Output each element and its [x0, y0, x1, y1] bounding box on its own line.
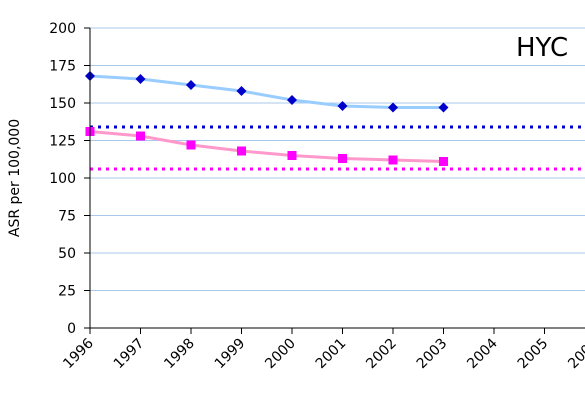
- y-tick-label: 200: [49, 21, 76, 37]
- data-point-square: [136, 131, 145, 141]
- data-point-square: [439, 157, 448, 166]
- series-line: [89, 130, 444, 163]
- data-point-diamond: [337, 101, 348, 111]
- data-point-diamond: [236, 86, 247, 96]
- data-point-diamond: [438, 102, 449, 113]
- y-tick-label: 25: [58, 284, 76, 300]
- y-axis-title: ASR per 100,000: [7, 119, 23, 237]
- data-point-square: [338, 154, 347, 163]
- y-tick-label: 125: [49, 134, 76, 150]
- x-tick-label: 2003: [414, 336, 451, 373]
- series-layer: [85, 71, 449, 166]
- data-point-square: [237, 146, 246, 156]
- data-point-square: [186, 140, 196, 150]
- data-point-square: [388, 155, 398, 165]
- data-point-square: [287, 151, 297, 160]
- reference-lines-layer: [90, 125, 585, 171]
- x-tick-label: 2005: [515, 336, 552, 373]
- x-tick-label: 2006: [565, 335, 585, 372]
- x-tick-label: 2001: [313, 336, 350, 373]
- y-tick-label: 100: [49, 171, 76, 187]
- series-line: [89, 74, 444, 109]
- x-tick-label: 1997: [111, 336, 148, 373]
- data-point-diamond: [287, 95, 297, 105]
- data-point-diamond: [186, 80, 196, 90]
- x-tick-label: 2000: [262, 336, 299, 373]
- x-tick-label: 2004: [464, 335, 501, 372]
- y-tick-label: 50: [58, 246, 76, 262]
- y-tick-label: 175: [49, 59, 76, 75]
- data-point-diamond: [388, 102, 398, 113]
- y-tick-label: 150: [49, 96, 76, 112]
- axis-layer: 0 25 50 75 100 125 150 175 200 1996 1997 1998 1999 20…: [49, 21, 585, 372]
- chart-title: HYC: [516, 33, 568, 63]
- x-tick-label: 1996: [60, 335, 97, 372]
- x-tick-label: 2002: [363, 336, 400, 373]
- y-tick-label: 0: [67, 321, 76, 337]
- x-tick-label: 1998: [161, 336, 198, 373]
- y-tick-label: 75: [58, 209, 76, 225]
- x-tick-label: 1999: [212, 336, 249, 373]
- data-point-diamond: [135, 74, 146, 84]
